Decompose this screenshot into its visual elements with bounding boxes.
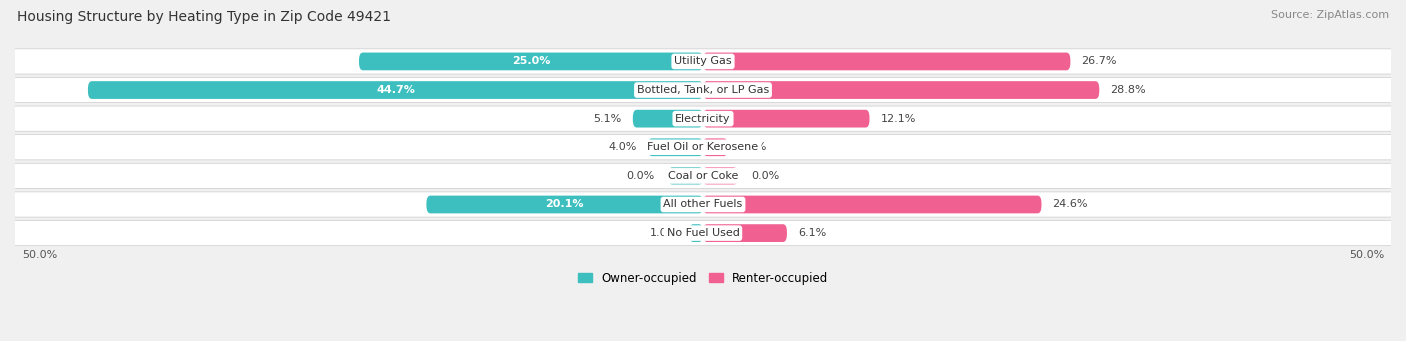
- FancyBboxPatch shape: [11, 49, 1395, 74]
- Text: 0.0%: 0.0%: [627, 171, 655, 181]
- FancyBboxPatch shape: [426, 196, 703, 213]
- FancyBboxPatch shape: [11, 163, 1395, 189]
- FancyBboxPatch shape: [703, 81, 1099, 99]
- FancyBboxPatch shape: [689, 224, 703, 242]
- FancyBboxPatch shape: [11, 221, 1395, 246]
- Text: 28.8%: 28.8%: [1111, 85, 1146, 95]
- Text: 50.0%: 50.0%: [22, 250, 58, 260]
- Text: 5.1%: 5.1%: [593, 114, 621, 124]
- Text: Electricity: Electricity: [675, 114, 731, 124]
- Text: Bottled, Tank, or LP Gas: Bottled, Tank, or LP Gas: [637, 85, 769, 95]
- FancyBboxPatch shape: [669, 167, 703, 185]
- Text: 20.1%: 20.1%: [546, 199, 583, 209]
- Text: 44.7%: 44.7%: [375, 85, 415, 95]
- FancyBboxPatch shape: [648, 138, 703, 156]
- Text: 4.0%: 4.0%: [609, 142, 637, 152]
- FancyBboxPatch shape: [703, 196, 1042, 213]
- Text: 50.0%: 50.0%: [1348, 250, 1384, 260]
- Text: 1.0%: 1.0%: [650, 228, 678, 238]
- Text: Coal or Coke: Coal or Coke: [668, 171, 738, 181]
- Text: Fuel Oil or Kerosene: Fuel Oil or Kerosene: [647, 142, 759, 152]
- FancyBboxPatch shape: [359, 53, 703, 70]
- Text: 6.1%: 6.1%: [799, 228, 827, 238]
- Legend: Owner-occupied, Renter-occupied: Owner-occupied, Renter-occupied: [572, 267, 834, 290]
- FancyBboxPatch shape: [11, 106, 1395, 131]
- Text: 12.1%: 12.1%: [880, 114, 915, 124]
- Text: Utility Gas: Utility Gas: [675, 56, 731, 66]
- Text: 25.0%: 25.0%: [512, 56, 550, 66]
- FancyBboxPatch shape: [703, 224, 787, 242]
- FancyBboxPatch shape: [703, 138, 728, 156]
- Text: 26.7%: 26.7%: [1081, 56, 1116, 66]
- FancyBboxPatch shape: [703, 53, 1070, 70]
- FancyBboxPatch shape: [11, 135, 1395, 160]
- Text: 1.8%: 1.8%: [738, 142, 768, 152]
- FancyBboxPatch shape: [703, 167, 737, 185]
- FancyBboxPatch shape: [11, 192, 1395, 217]
- Text: No Fuel Used: No Fuel Used: [666, 228, 740, 238]
- Text: 0.0%: 0.0%: [751, 171, 779, 181]
- Text: All other Fuels: All other Fuels: [664, 199, 742, 209]
- FancyBboxPatch shape: [89, 81, 703, 99]
- FancyBboxPatch shape: [633, 110, 703, 128]
- Text: Source: ZipAtlas.com: Source: ZipAtlas.com: [1271, 10, 1389, 20]
- FancyBboxPatch shape: [11, 77, 1395, 103]
- Text: 24.6%: 24.6%: [1053, 199, 1088, 209]
- Text: Housing Structure by Heating Type in Zip Code 49421: Housing Structure by Heating Type in Zip…: [17, 10, 391, 24]
- FancyBboxPatch shape: [703, 110, 869, 128]
